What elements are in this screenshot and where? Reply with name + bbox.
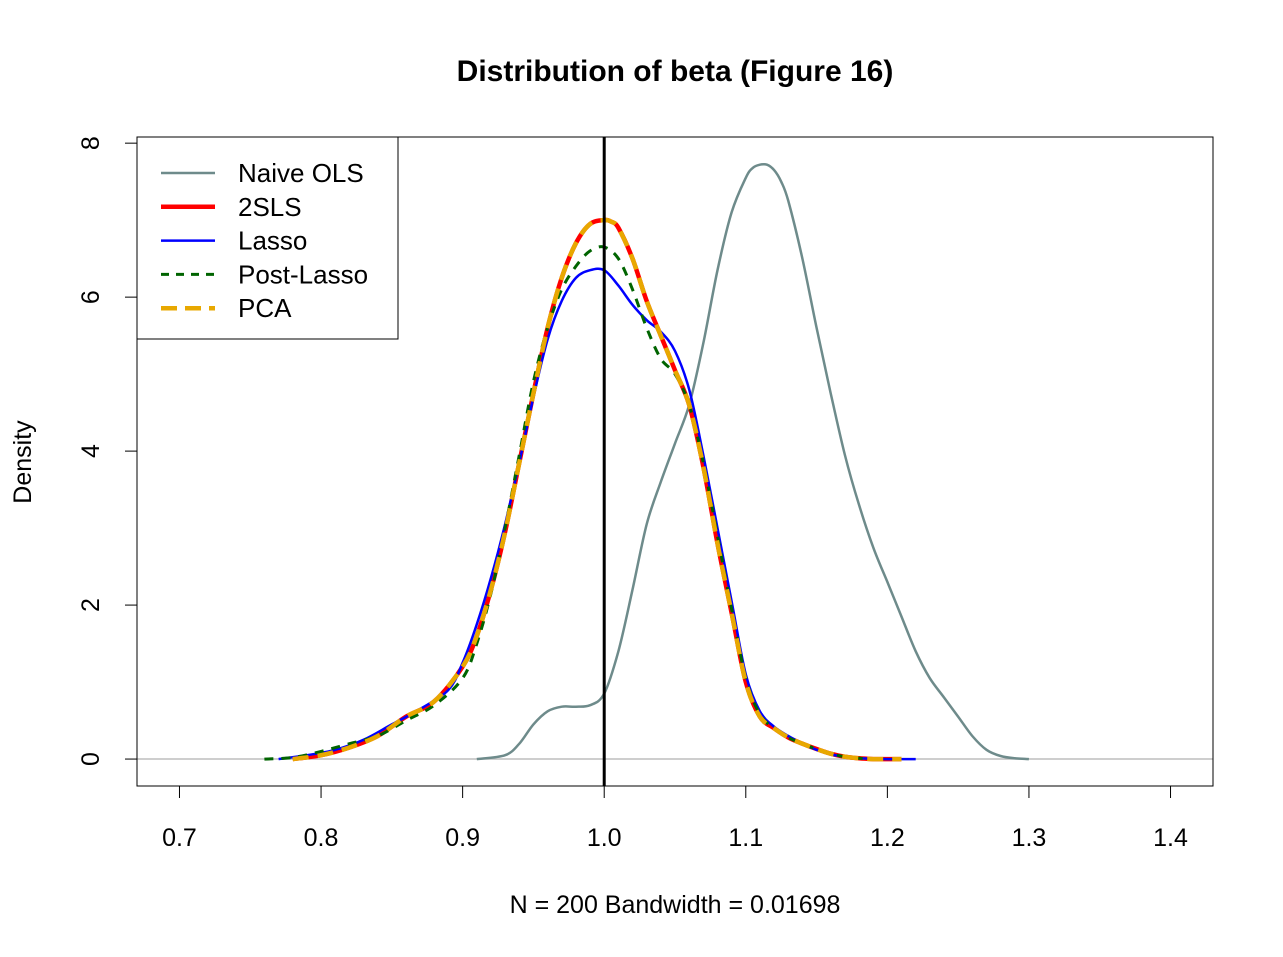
series-line-pca [292, 217, 902, 762]
series-line-naive-ols [476, 162, 1030, 761]
x-tick-label: 1.2 [870, 824, 905, 852]
series-line-post-lasso [264, 245, 888, 761]
x-tick-label: 0.9 [445, 824, 480, 852]
legend-label: Lasso [238, 226, 307, 256]
x-tick-label: 1.0 [587, 824, 622, 852]
y-axis-label: Density [9, 420, 37, 504]
x-tick-label: 0.7 [162, 824, 197, 852]
legend-label: 2SLS [238, 192, 302, 222]
legend-box [136, 136, 399, 340]
x-tick-label: 1.4 [1153, 824, 1188, 852]
y-axis: 0 2 4 6 8 [77, 136, 138, 766]
legend-label: Naive OLS [238, 158, 364, 188]
x-tick-label: 0.8 [304, 824, 339, 852]
y-tick-label: 6 [77, 290, 105, 304]
y-tick-label: 0 [77, 752, 105, 766]
x-tick-label: 1.3 [1012, 824, 1047, 852]
plot-area [137, 137, 1213, 786]
x-tick-label: 1.1 [728, 824, 763, 852]
y-tick-label: 4 [77, 444, 105, 458]
chart-title: Distribution of beta (Figure 16) [457, 55, 894, 88]
x-axis-label: N = 200 Bandwidth = 0.01698 [510, 891, 841, 919]
legend-label: PCA [238, 293, 292, 323]
y-tick-label: 2 [77, 598, 105, 612]
x-axis: 0.7 0.8 0.9 1.0 1.1 1.2 1.3 1.4 [162, 785, 1188, 852]
legend-label: Post-Lasso [238, 259, 368, 289]
y-tick-label: 8 [77, 136, 105, 150]
